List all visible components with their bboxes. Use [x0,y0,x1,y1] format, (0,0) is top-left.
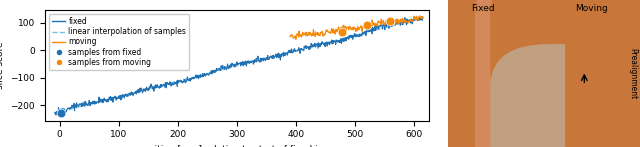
moving [308,32,316,34]
moving [340,25,348,26]
FancyBboxPatch shape [475,0,598,147]
FancyBboxPatch shape [392,0,588,147]
Y-axis label: slice score: slice score [0,42,4,89]
fixed [419,17,427,19]
FancyBboxPatch shape [490,0,640,115]
fixed [419,16,426,18]
fixed [51,112,59,113]
fixed [92,101,99,103]
Text: Moving: Moving [575,4,609,13]
moving [292,38,300,40]
FancyBboxPatch shape [490,44,640,147]
samples from fixed [56,112,67,114]
moving [364,24,371,26]
fixed [369,30,377,32]
moving [416,15,424,17]
moving [414,19,422,21]
fixed [147,83,155,85]
samples from moving [385,20,396,22]
samples from moving [337,30,347,33]
Text: Fixed: Fixed [471,4,494,13]
FancyBboxPatch shape [565,0,640,147]
fixed [209,73,216,74]
samples from moving [362,24,372,27]
X-axis label: z position [mm] relative to start of fixed image: z position [mm] relative to start of fix… [131,145,343,147]
moving [419,16,427,18]
Line: fixed: fixed [55,17,423,115]
Line: moving: moving [290,16,423,39]
fixed [314,43,321,45]
fixed [52,114,60,116]
moving [378,21,386,23]
Text: Prealignment: Prealignment [628,48,637,99]
fixed [328,42,336,44]
moving [342,26,349,27]
Legend: fixed, linear interpolation of samples, moving, samples from fixed, samples from: fixed, linear interpolation of samples, … [49,14,189,70]
moving [286,36,294,37]
